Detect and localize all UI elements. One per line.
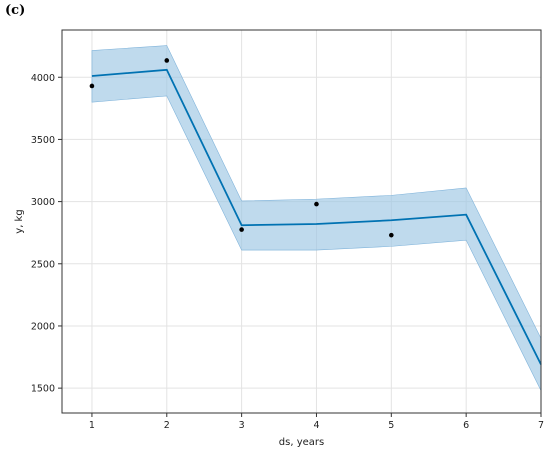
y-tick-label-3: 3000 <box>31 197 55 208</box>
observed-points-layer <box>89 58 394 238</box>
y-tick-label-4: 3500 <box>31 135 55 146</box>
x-tick-label-3: 4 <box>313 420 319 431</box>
y-axis-label: y, kg <box>14 209 25 233</box>
x-tick-label-0: 1 <box>89 420 95 431</box>
x-axis-label: ds, years <box>279 437 324 448</box>
y-tick-label-1: 2000 <box>31 321 55 332</box>
forecast-line <box>91 68 542 365</box>
x-tick-label-2: 3 <box>239 420 245 431</box>
observed-point-3 <box>314 201 319 207</box>
observed-point-2 <box>239 227 244 232</box>
forecast-line-layer <box>91 68 542 365</box>
x-tick-label-6: 7 <box>538 420 544 431</box>
panel-label: (c) <box>5 3 26 18</box>
x-tick-label-1: 2 <box>164 420 170 431</box>
y-tick-label-2: 2500 <box>31 259 55 270</box>
observed-point-1 <box>164 58 170 63</box>
tick-layer: 1 2 3 4 5 6 7 1500 2000 2500 3000 3500 4000 <box>31 73 544 431</box>
observed-point-0 <box>89 83 95 89</box>
plot-frame <box>61 29 542 414</box>
y-tick-label-0: 1500 <box>31 384 55 395</box>
observed-point-4 <box>389 232 394 238</box>
x-tick-label-5: 6 <box>463 420 469 431</box>
x-tick-label-4: 5 <box>388 420 394 431</box>
y-tick-label-5: 4000 <box>31 73 55 84</box>
